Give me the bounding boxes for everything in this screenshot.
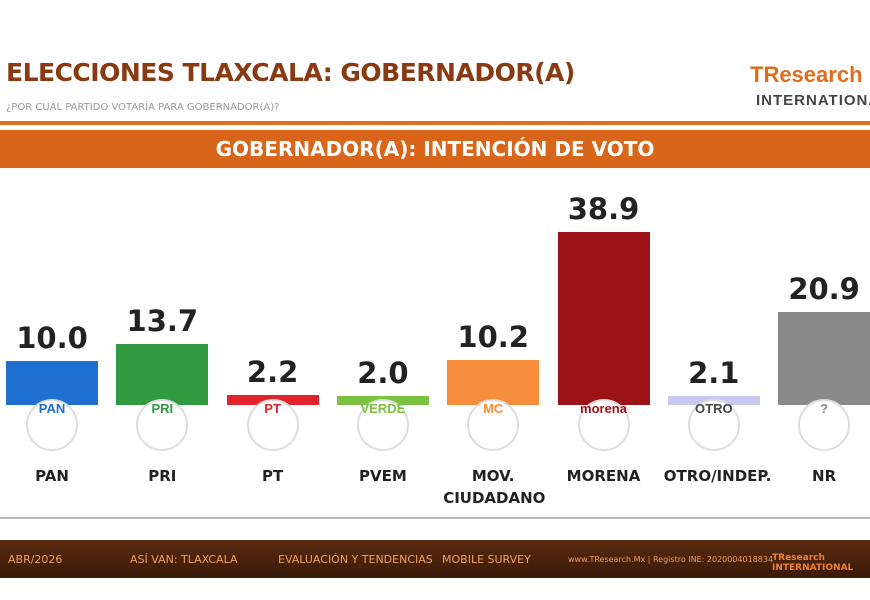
value-label: 10.0 xyxy=(16,320,88,355)
rule xyxy=(0,121,870,125)
x-tick-label: PT xyxy=(261,467,284,485)
divider xyxy=(0,517,870,519)
bar xyxy=(778,311,870,405)
chart-title: GOBERNADOR(A): INTENCIÓN DE VOTO xyxy=(0,130,870,168)
value-label: 13.7 xyxy=(126,304,199,339)
footer-item: MOBILE SURVEY xyxy=(442,553,531,566)
value-label: 2.2 xyxy=(246,355,299,390)
value-label: 2.0 xyxy=(357,356,409,391)
footer-site: www.TResearch.Mx | Registro INE: 2020004… xyxy=(568,555,774,564)
party-logo: morena xyxy=(577,399,630,451)
bar xyxy=(116,344,209,405)
party-logo: VERDE xyxy=(356,399,409,451)
brand: TResearch xyxy=(750,62,863,87)
subtitle: ¿POR CUÁL PARTIDO VOTARÍA PARA GOBERNADO… xyxy=(6,102,280,113)
x-tick-label: PVEM xyxy=(359,467,407,485)
party-logo: PRI xyxy=(136,399,189,451)
x-tick-label: MORENA xyxy=(566,467,641,485)
bar xyxy=(447,359,540,405)
party-logo: ? xyxy=(798,399,851,451)
x-tick-label: PAN xyxy=(35,467,69,485)
party-logo: PT xyxy=(246,399,299,451)
x-tick-label: MOV. CIUDADANO xyxy=(443,467,546,507)
party-logo: PAN xyxy=(26,399,78,451)
x-tick-label: PRI xyxy=(148,467,177,485)
value-label: 38.9 xyxy=(567,191,640,226)
party-logo: OTRO xyxy=(687,399,740,451)
x-tick-label: OTRO/INDEP. xyxy=(663,467,772,485)
footer: ABR/2026 ASÍ VAN: TLAXCALA EVALUACIÓN Y … xyxy=(0,540,870,578)
footer-brand: TResearch INTERNATIONAL xyxy=(772,553,854,573)
bar xyxy=(557,231,650,405)
party-logo: MC xyxy=(467,399,520,451)
footer-date: ABR/2026 xyxy=(8,553,63,566)
x-tick-label: NR xyxy=(812,467,837,485)
title: ELECCIONES TLAXCALA: GOBERNADOR(A) xyxy=(6,58,575,87)
value-label: 2.1 xyxy=(688,355,740,390)
value-label: 20.9 xyxy=(788,271,860,306)
value-label: 10.2 xyxy=(457,319,529,354)
brand-sub: INTERNATIONAL xyxy=(756,92,870,109)
bar xyxy=(6,360,98,405)
footer-item: ASÍ VAN: TLAXCALA xyxy=(130,553,238,566)
footer-item: EVALUACIÓN Y TENDENCIAS xyxy=(278,553,433,566)
